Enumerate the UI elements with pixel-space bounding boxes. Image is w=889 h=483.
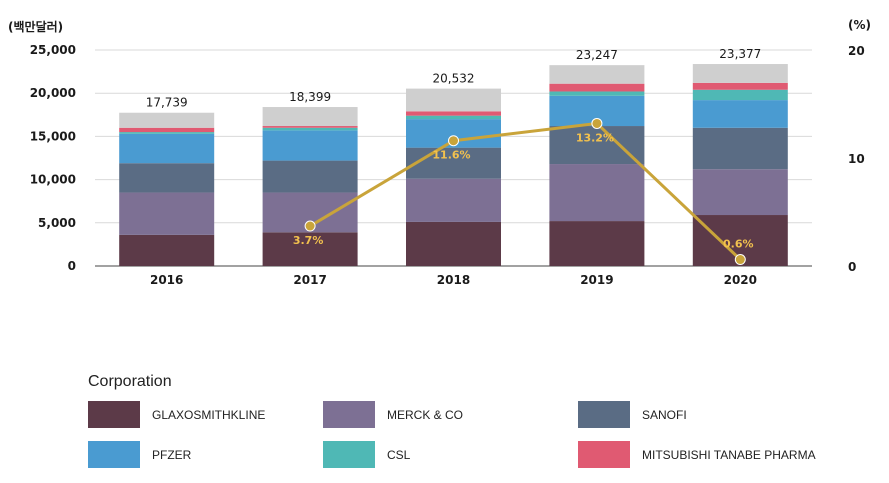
legend: Corporation GLAXOSMITHKLINE MERCK & CO SAN… — [88, 373, 848, 468]
y-tick-label-right: 10 — [848, 152, 865, 166]
legend-item: GLAXOSMITHKLINE — [88, 401, 323, 428]
bar-segment — [406, 111, 501, 116]
bar-segment — [549, 91, 645, 96]
growth-label: 0.6% — [723, 238, 754, 251]
y-tick-label-left: 0 — [68, 259, 76, 273]
legend-swatch — [323, 441, 375, 468]
bar-total-label: 23,247 — [576, 48, 618, 62]
growth-point — [448, 135, 459, 147]
legend-item: MITSUBISHI TANABE PHARMA — [578, 441, 838, 468]
growth-label: 13.2% — [576, 131, 614, 144]
bar-segment — [692, 100, 788, 128]
legend-label: CSL — [387, 447, 411, 462]
bar-segment — [406, 178, 501, 222]
legend-swatch — [323, 401, 375, 428]
bar-segment — [119, 112, 215, 128]
y-tick-label-left: 25,000 — [30, 43, 76, 57]
bar-segment — [406, 115, 501, 120]
legend-item: SANOFI — [578, 401, 838, 428]
bar-segment — [119, 133, 215, 164]
bar-segment — [262, 107, 358, 127]
chart-area: (백만달러) (%) 0 5,000 10,000 15,000 20,000 25,00… — [8, 18, 871, 287]
y-tick-label-left: 10,000 — [30, 173, 76, 187]
bar-segment — [262, 126, 358, 128]
legend-item: MERCK & CO — [323, 401, 578, 428]
y-tick-label-left: 20,000 — [30, 86, 76, 100]
x-tick-label: 2016 — [150, 273, 183, 287]
growth-label: 11.6% — [432, 149, 470, 162]
legend-swatch — [88, 441, 140, 468]
x-tick-label: 2019 — [580, 273, 613, 287]
bar-segment — [119, 234, 215, 266]
legend-item: PFZER — [88, 441, 323, 468]
bar-segment — [406, 147, 501, 179]
growth-point — [591, 117, 603, 129]
bar-segment — [119, 192, 215, 235]
bar-total-label: 20,532 — [433, 72, 475, 86]
bar-total-label: 23,377 — [719, 47, 761, 61]
growth-label: 3.7% — [293, 234, 324, 247]
bar-segment — [119, 163, 215, 193]
legend-title: Corporation — [88, 373, 172, 390]
bar-segment — [262, 232, 358, 266]
stacked-bar-chart: 0 5,000 10,000 15,000 20,000 25,000 0 10 20 17,73… — [30, 43, 865, 287]
growth-point — [734, 254, 746, 266]
bar-segment — [549, 83, 645, 92]
bar-segment — [692, 127, 788, 170]
bar-segment — [549, 221, 645, 266]
legend-swatch — [88, 401, 140, 428]
bar-segment — [692, 169, 788, 216]
legend-items: GLAXOSMITHKLINE MERCK & CO SANOFI PFZER CSL M… — [88, 401, 848, 468]
bar-segment — [262, 160, 358, 193]
left-unit-label: (백만달러) — [8, 20, 64, 34]
x-tick-label: 2018 — [437, 273, 470, 287]
legend-item: CSL — [323, 441, 578, 468]
bar-segment — [262, 130, 358, 161]
y-tick-label-right: 0 — [848, 260, 856, 274]
y-tick-label-left: 15,000 — [30, 129, 76, 143]
growth-line — [309, 121, 742, 261]
growth-point — [304, 220, 316, 232]
bar-segment — [262, 127, 358, 131]
bar-total-label: 17,739 — [146, 96, 188, 110]
bar-segment — [406, 221, 501, 266]
bar-segment — [119, 127, 215, 133]
legend-label: SANOFI — [642, 407, 687, 422]
legend-label: PFZER — [152, 447, 192, 462]
bar-segment — [692, 82, 788, 90]
bar-segment — [406, 88, 501, 112]
bar-total-label: 18,399 — [289, 90, 331, 104]
right-unit-label: (%) — [848, 18, 871, 32]
bar-segment — [692, 64, 788, 83]
bar-segment — [119, 132, 215, 134]
bar-segment — [549, 65, 645, 84]
legend-label: MERCK & CO — [387, 407, 464, 422]
bar-segment — [692, 89, 788, 101]
legend-swatch — [578, 441, 630, 468]
bar-segment — [549, 126, 645, 165]
x-tick-label: 2020 — [724, 273, 757, 287]
bar-segment — [549, 164, 645, 222]
x-tick-label: 2017 — [293, 273, 326, 287]
legend-label: GLAXOSMITHKLINE — [152, 407, 266, 422]
legend-label: MITSUBISHI TANABE PHARMA — [642, 447, 816, 462]
y-tick-label-left: 5,000 — [38, 216, 76, 230]
y-tick-label-right: 20 — [848, 44, 865, 58]
legend-swatch — [578, 401, 630, 428]
